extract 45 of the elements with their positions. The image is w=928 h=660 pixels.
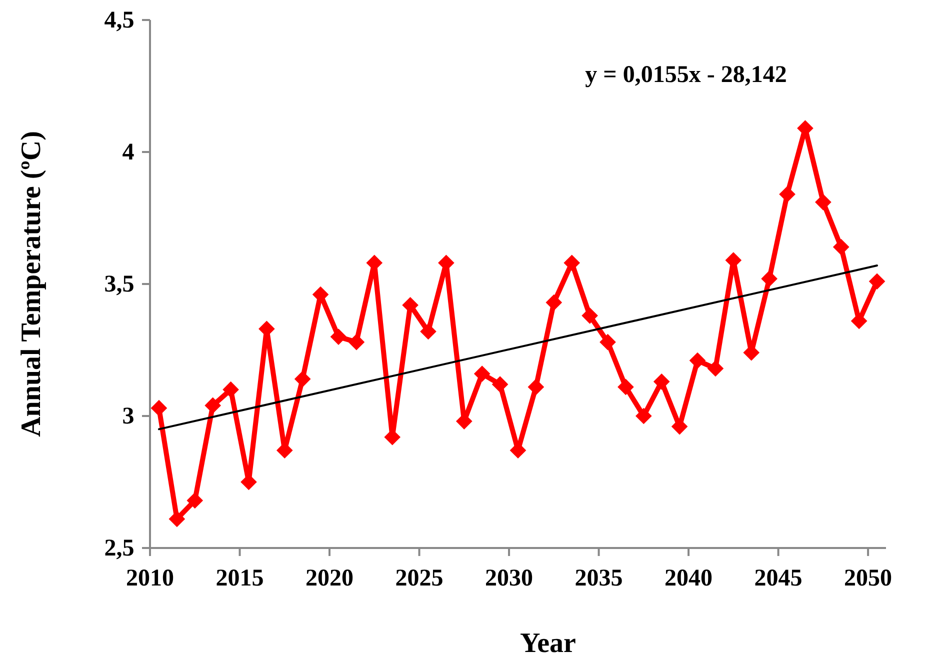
point: [600, 334, 616, 350]
point: [582, 308, 598, 324]
point: [689, 352, 706, 369]
point: [761, 270, 778, 287]
y-tick-label: 4,5: [104, 8, 134, 34]
point: [330, 328, 347, 345]
annotation: y = 0,0155x - 28,142: [585, 62, 787, 88]
x-tick-label: 2015: [216, 565, 264, 592]
point: [528, 378, 544, 396]
point: [779, 186, 796, 202]
x-tick-label: 2010: [126, 565, 174, 592]
point: [168, 510, 186, 528]
point: [492, 376, 508, 392]
point: [707, 360, 724, 377]
point: [546, 294, 562, 311]
x-tick-label: 2020: [306, 565, 354, 592]
y-tick-label: 3: [122, 404, 134, 430]
y-tick-label: 3,5: [104, 272, 134, 298]
x-tick-label: 2050: [844, 565, 892, 592]
point: [815, 194, 832, 210]
point: [348, 334, 365, 350]
point: [186, 492, 204, 509]
y-axis-title: Annual Temperature (ºC): [16, 131, 47, 437]
point: [618, 378, 634, 396]
point: [671, 418, 688, 435]
point: [832, 238, 850, 256]
point: [564, 254, 580, 272]
y-tick-label: 4: [122, 140, 134, 166]
point: [222, 381, 239, 398]
x-axis-title: Year: [520, 628, 576, 659]
x-tick-label: 2030: [485, 565, 534, 592]
point: [420, 323, 436, 340]
point: [850, 312, 868, 330]
y-tick-label: 2,5: [104, 536, 134, 562]
x-tick-label: 2025: [395, 565, 444, 592]
point: [635, 408, 652, 424]
point: [204, 397, 221, 414]
x-tick-label: 2045: [754, 565, 802, 592]
point: [294, 370, 311, 388]
x-tick-label: 2040: [664, 565, 713, 592]
point: [150, 400, 168, 416]
point: [474, 366, 490, 382]
point: [868, 273, 886, 290]
point: [653, 374, 670, 390]
x-tick-label: 2035: [574, 565, 623, 592]
